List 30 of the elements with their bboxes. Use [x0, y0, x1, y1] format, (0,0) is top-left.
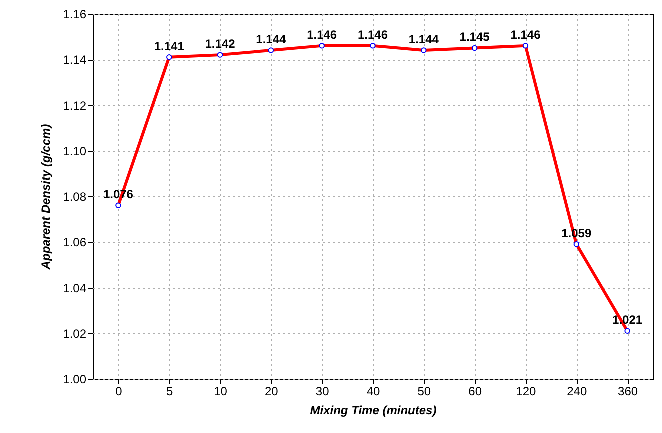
y-tick-label: 1.10 [63, 144, 87, 158]
x-axis-title: Mixing Time (minutes) [310, 404, 437, 418]
x-tick-label: 50 [418, 384, 432, 398]
data-label: 1.146 [510, 28, 542, 42]
x-tick-label: 30 [316, 384, 330, 398]
y-tick-label: 1.00 [63, 372, 87, 386]
x-tick-label: 120 [516, 384, 537, 398]
x-tick-label: 10 [214, 384, 228, 398]
x-tick-label: 20 [265, 384, 279, 398]
data-label: 1.145 [460, 30, 490, 44]
y-tick-label: 1.04 [63, 281, 87, 296]
data-label: 1.141 [154, 39, 185, 54]
y-tick-label: 1.02 [63, 326, 87, 341]
y-axis-title: Apparent Density (g/ccm) [39, 124, 54, 271]
y-tick-label: 1.16 [63, 8, 87, 22]
x-tick-label: 0 [116, 384, 123, 398]
x-tick-label: 360 [618, 384, 638, 398]
y-tick-label: 1.06 [63, 236, 87, 250]
data-label: 1.146 [358, 28, 388, 42]
x-tick-label: 40 [366, 384, 380, 398]
y-tick-label: 1.12 [63, 98, 87, 113]
x-tick-label: 240 [567, 384, 588, 398]
data-label: 1.144 [256, 32, 287, 46]
data-label: 1.146 [307, 28, 338, 42]
x-tick-label: 60 [468, 384, 482, 398]
x-tick-label: 5 [166, 384, 174, 398]
y-tick-label: 1.08 [63, 190, 87, 204]
data-label: 1.144 [408, 32, 440, 46]
y-tick-label: 1.14 [63, 53, 87, 68]
data-label: 1.142 [205, 37, 236, 52]
